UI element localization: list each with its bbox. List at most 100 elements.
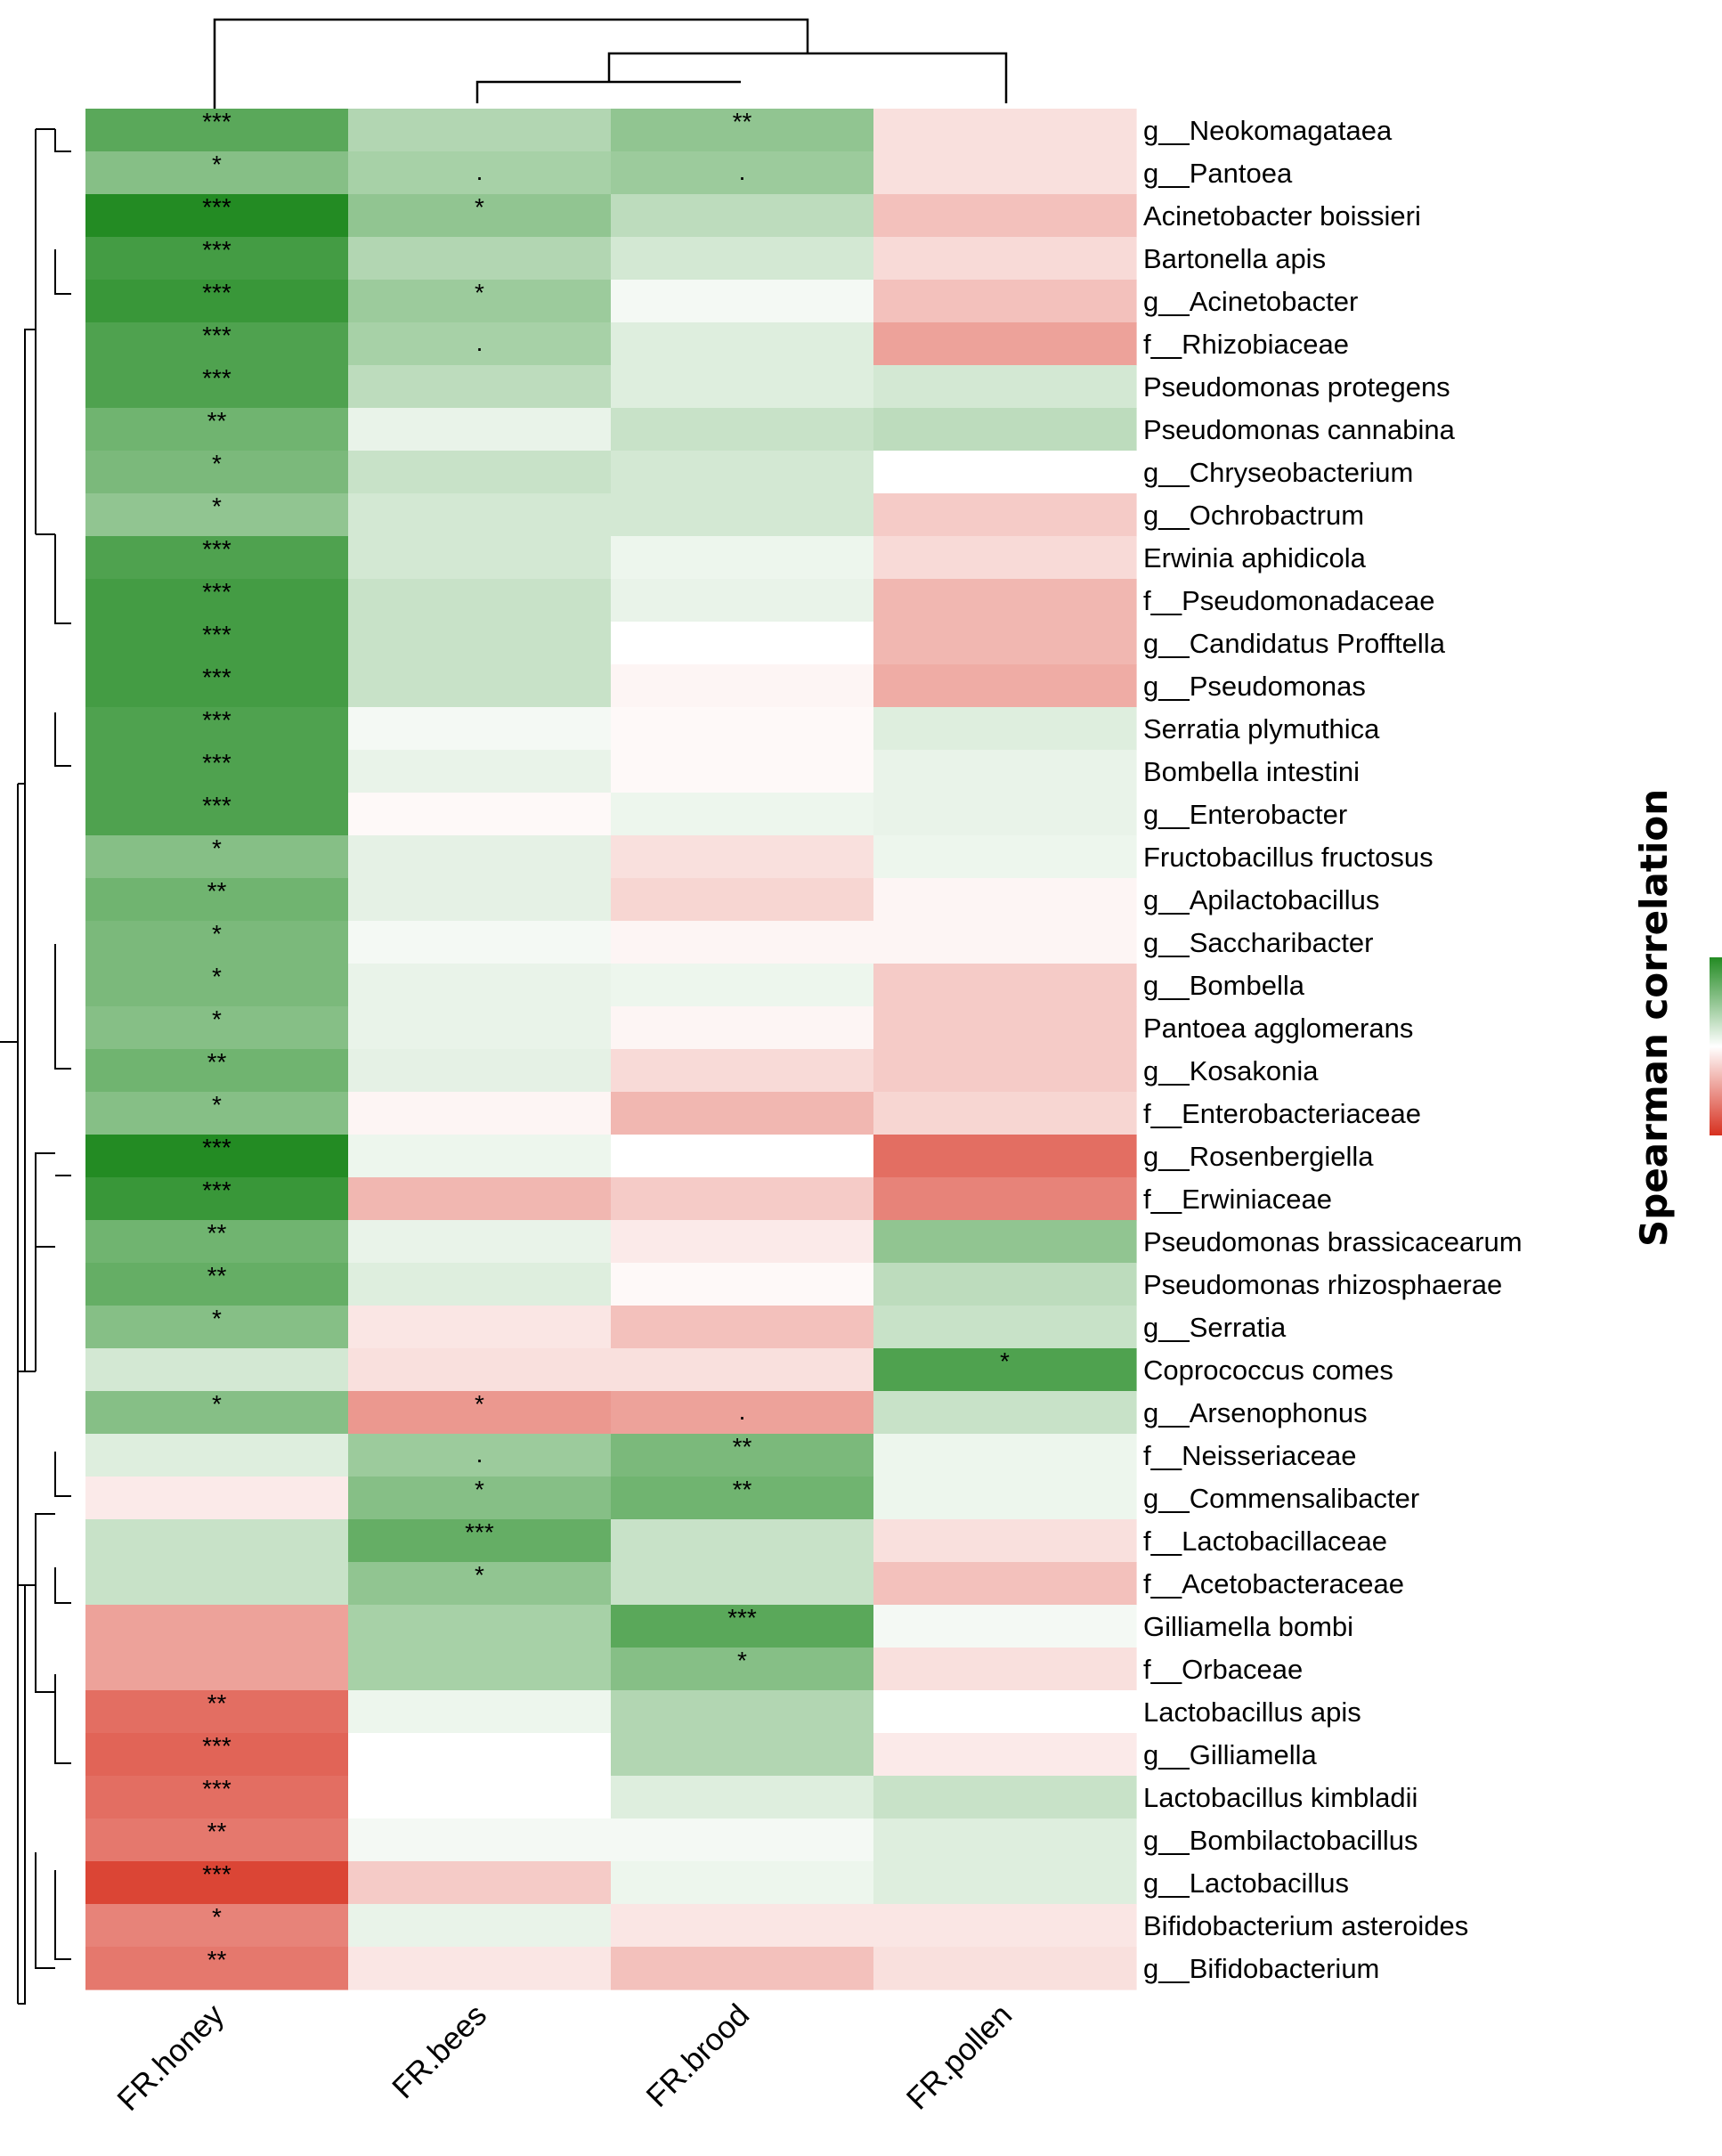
significance-marks: *** ***. .*** ******* **** .*****************… — [202, 108, 1010, 1973]
column-label: FR.pollen — [900, 1997, 1019, 2116]
row-label: Pantoea agglomerans — [1143, 1013, 1413, 1044]
heatmap-cell — [611, 1220, 874, 1264]
heatmap-cell — [611, 536, 874, 580]
heatmap-cell — [873, 194, 1137, 238]
column-labels: FR.honey FR.bees FR.brood FR.pollen — [110, 1997, 1019, 2118]
heatmap-cell — [873, 1947, 1137, 1990]
heatmap-cell — [85, 835, 349, 879]
heatmap-cell — [85, 237, 349, 281]
row-label: Pseudomonas rhizosphaerae — [1143, 1269, 1502, 1300]
heatmap-cell — [348, 536, 612, 580]
heatmap-cell — [348, 1648, 612, 1691]
significance-mark: *** — [202, 621, 231, 648]
heatmap-cell — [85, 536, 349, 580]
heatmap-cell — [85, 408, 349, 452]
heatmap-cell — [873, 1904, 1137, 1948]
heatmap-cell — [348, 1733, 612, 1777]
heatmap-cell — [348, 707, 612, 751]
row-dendrogram — [0, 128, 71, 2005]
heatmap-cell — [873, 280, 1137, 323]
heatmap-cell — [85, 1391, 349, 1435]
heatmap-cell — [873, 1220, 1137, 1264]
significance-mark: * — [212, 1305, 222, 1332]
significance-mark: * — [475, 193, 484, 221]
significance-mark: *** — [202, 535, 231, 563]
heatmap-cell — [611, 1904, 874, 1948]
heatmap-cell — [348, 1690, 612, 1734]
heatmap-cell — [348, 1306, 612, 1349]
heatmap-cell — [873, 1562, 1137, 1606]
heatmap-cell — [611, 365, 874, 409]
row-label: f__Orbaceae — [1143, 1654, 1303, 1685]
significance-mark: *** — [202, 663, 231, 691]
significance-mark: * — [212, 1091, 222, 1119]
row-label: Lactobacillus kimbladii — [1143, 1782, 1417, 1813]
row-label: g__Lactobacillus — [1143, 1867, 1349, 1899]
heatmap-cell — [611, 237, 874, 281]
heatmap-cell — [85, 878, 349, 922]
heatmap-cell — [348, 1605, 612, 1648]
significance-mark: . — [739, 158, 746, 185]
row-label: Serratia plymuthica — [1143, 713, 1380, 744]
heatmap-cell — [873, 1648, 1137, 1691]
row-label: Pseudomonas cannabina — [1143, 414, 1456, 445]
significance-mark: ** — [207, 1219, 227, 1247]
heatmap-cell — [348, 1947, 612, 1990]
heatmap-cell — [873, 707, 1137, 751]
row-label: g__Pantoea — [1143, 158, 1293, 189]
heatmap-cell — [348, 237, 612, 281]
significance-mark: *** — [202, 706, 231, 734]
heatmap-cell — [85, 451, 349, 494]
heatmap-cell — [611, 1861, 874, 1905]
row-label: Acinetobacter boissieri — [1143, 200, 1421, 232]
heatmap-cell — [85, 750, 349, 793]
row-label: g__Neokomagataea — [1143, 115, 1393, 146]
heatmap-cell — [873, 1434, 1137, 1477]
heatmap-cell — [611, 1605, 874, 1648]
significance-mark: * — [212, 1005, 222, 1033]
row-label: g__Apilactobacillus — [1143, 884, 1379, 915]
heatmap-cell — [348, 1477, 612, 1520]
heatmap-cell — [348, 451, 612, 494]
heatmap-cell — [873, 1733, 1137, 1777]
significance-mark: *** — [727, 1604, 757, 1631]
row-label: g__Arsenophonus — [1143, 1397, 1368, 1428]
heatmap-cell — [611, 921, 874, 964]
heatmap-cell — [85, 1348, 349, 1392]
heatmap-cell — [85, 194, 349, 238]
heatmap-cell — [611, 1519, 874, 1563]
heatmap-cell — [348, 1861, 612, 1905]
significance-mark: ** — [207, 1689, 227, 1717]
heatmap-cell — [873, 1049, 1137, 1093]
heatmap-cell — [611, 707, 874, 751]
row-label: g__Bifidobacterium — [1143, 1953, 1379, 1984]
significance-mark: *** — [202, 749, 231, 777]
heatmap-cell — [611, 1006, 874, 1050]
heatmap-cell — [873, 237, 1137, 281]
heatmap-cell — [348, 622, 612, 665]
heatmap-cell — [873, 1348, 1137, 1392]
row-label: g__Serratia — [1143, 1312, 1287, 1343]
row-label: g__Enterobacter — [1143, 799, 1347, 830]
row-label: f__Lactobacillaceae — [1143, 1525, 1387, 1557]
row-label: Gilliamella bombi — [1143, 1611, 1353, 1642]
significance-mark: *** — [202, 1775, 231, 1802]
column-label: FR.honey — [110, 1997, 231, 2118]
heatmap-cell — [85, 664, 349, 708]
heatmap-cell — [873, 365, 1137, 409]
heatmap-cell — [611, 1818, 874, 1862]
heatmap-cell — [85, 280, 349, 323]
heatmap-cell — [348, 1006, 612, 1050]
heatmap-cell — [85, 1519, 349, 1563]
heatmap-cell — [85, 1947, 349, 1990]
heatmap-cell — [611, 493, 874, 537]
legend-title: Spearman correlation — [1632, 789, 1676, 1247]
significance-mark: * — [475, 1476, 484, 1503]
significance-mark: * — [212, 834, 222, 862]
heatmap-cell — [85, 1904, 349, 1948]
heatmap-cell — [85, 1177, 349, 1221]
heatmap-cell — [348, 109, 612, 152]
row-label: Bartonella apis — [1143, 243, 1326, 274]
heatmap-cell — [873, 1006, 1137, 1050]
